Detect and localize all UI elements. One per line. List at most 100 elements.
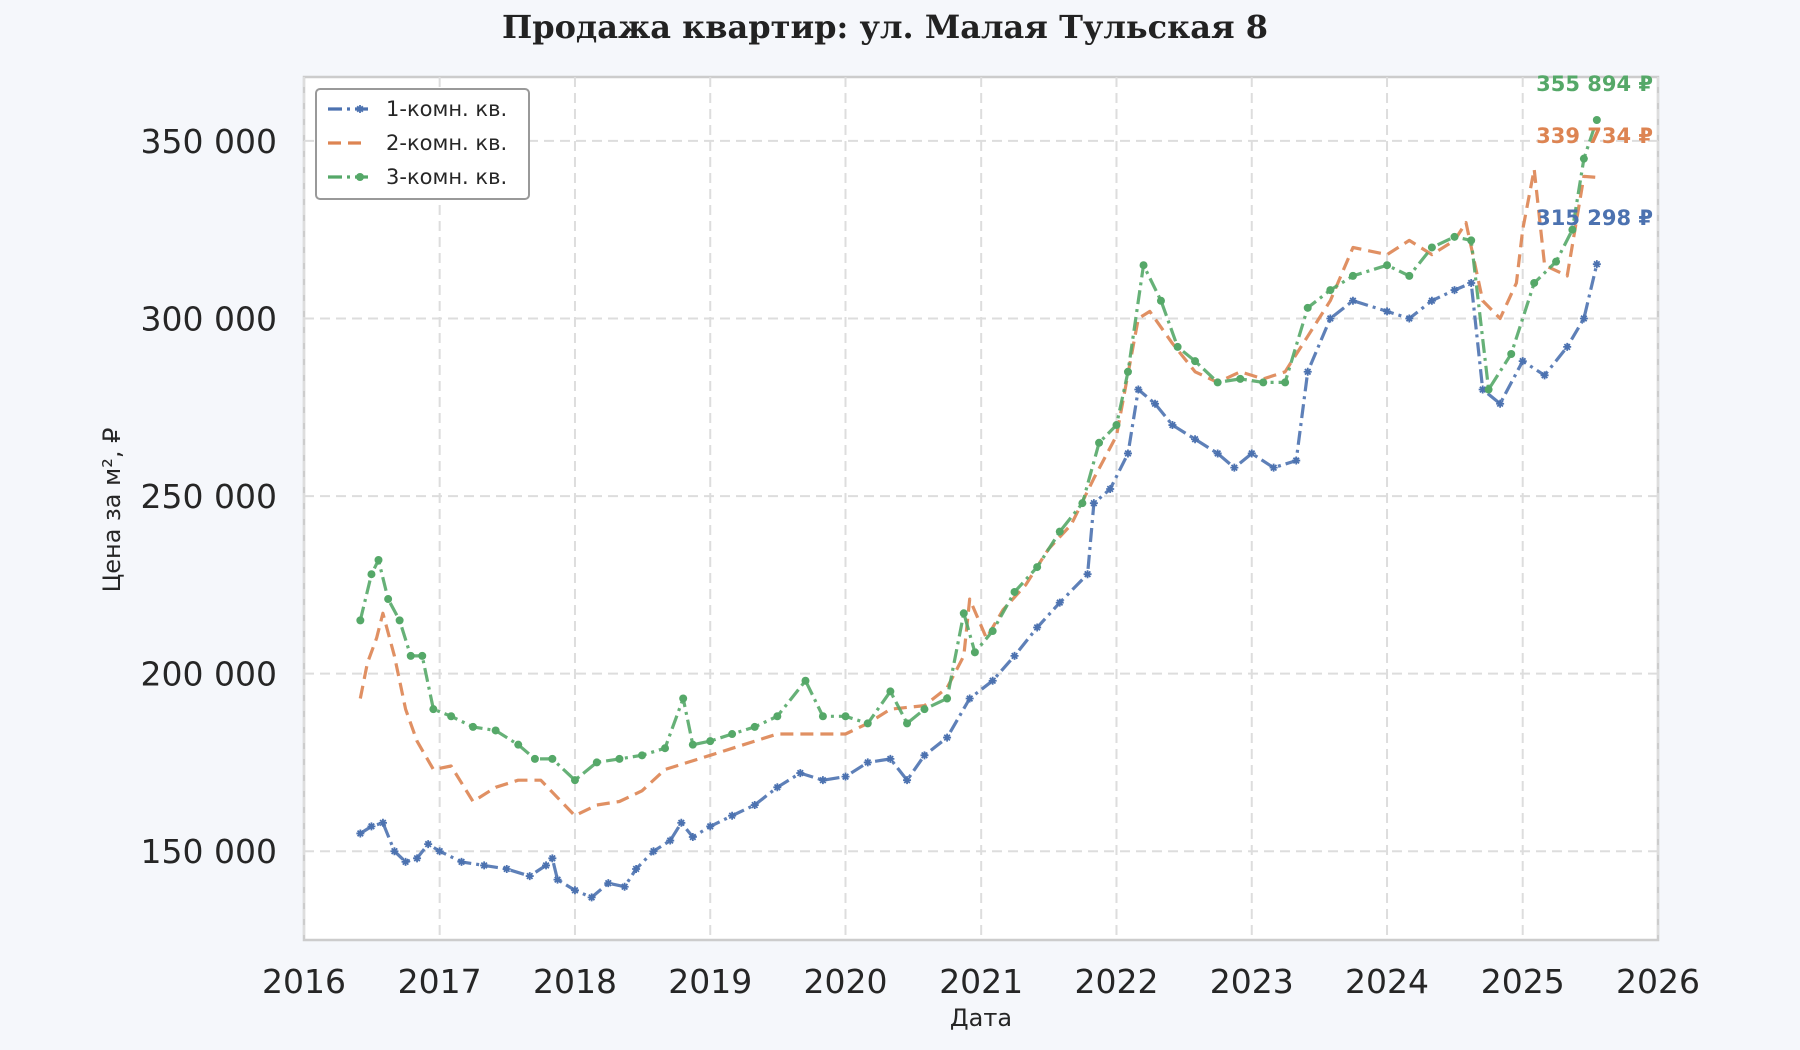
data-point xyxy=(1106,484,1115,493)
data-point xyxy=(1259,378,1268,387)
data-point xyxy=(1236,374,1245,383)
data-point xyxy=(1095,438,1104,447)
data-point xyxy=(677,818,686,827)
data-point xyxy=(570,776,579,785)
data-point xyxy=(920,751,929,760)
data-point xyxy=(1383,307,1392,316)
data-point xyxy=(1579,154,1588,163)
series-line xyxy=(358,167,1597,818)
data-point xyxy=(886,754,895,763)
chart-title: Продажа квартир: ул. Малая Тульская 8 xyxy=(502,8,1268,46)
y-tick-label: 300 000 xyxy=(141,299,277,338)
data-point xyxy=(514,740,523,749)
data-point xyxy=(491,726,500,735)
data-point xyxy=(367,570,376,579)
data-point xyxy=(1484,385,1493,394)
data-point xyxy=(1123,367,1132,376)
y-tick-label: 350 000 xyxy=(141,122,277,161)
data-point xyxy=(480,861,489,870)
series-2 xyxy=(358,167,1597,818)
data-point xyxy=(863,719,872,728)
data-point xyxy=(688,833,697,842)
data-point xyxy=(841,712,850,721)
data-point xyxy=(818,776,827,785)
data-point xyxy=(447,712,456,721)
data-point xyxy=(796,769,805,778)
data-point xyxy=(429,705,438,714)
data-point xyxy=(1326,314,1335,323)
data-point xyxy=(1213,449,1222,458)
data-point xyxy=(886,687,895,696)
data-point xyxy=(970,648,979,657)
data-point xyxy=(1055,598,1064,607)
series-1 xyxy=(356,260,1601,902)
data-point xyxy=(542,861,551,870)
data-point xyxy=(965,694,974,703)
legend: 1-комн. кв. 2-комн. кв. 3-комн. кв. xyxy=(315,88,530,200)
data-point xyxy=(1579,314,1588,323)
data-point xyxy=(750,722,759,731)
data-point xyxy=(1427,296,1436,305)
data-point xyxy=(903,776,912,785)
data-point xyxy=(587,893,596,902)
data-point xyxy=(1592,260,1601,269)
y-tick-label: 200 000 xyxy=(141,655,277,694)
x-tick-label: 2023 xyxy=(1210,962,1294,1001)
end-value-label: 339 734 ₽ xyxy=(1536,124,1653,148)
y-tick-label: 150 000 xyxy=(141,832,277,871)
data-point xyxy=(384,595,393,604)
data-point xyxy=(1281,378,1290,387)
legend-label: 3-комн. кв. xyxy=(386,165,507,189)
data-point xyxy=(661,744,670,753)
data-point xyxy=(395,616,404,625)
data-point xyxy=(570,886,579,895)
data-point xyxy=(1303,303,1312,312)
data-point xyxy=(943,694,952,703)
data-point xyxy=(390,847,399,856)
data-point xyxy=(1592,115,1601,124)
data-point xyxy=(773,712,782,721)
data-point xyxy=(457,857,466,866)
data-point xyxy=(1450,286,1459,295)
y-axis-label: Цена за м², ₽ xyxy=(98,428,126,593)
data-point xyxy=(356,173,364,181)
data-point xyxy=(469,722,478,731)
data-point xyxy=(988,676,997,685)
data-point xyxy=(604,879,613,888)
x-tick-label: 2025 xyxy=(1481,962,1565,1001)
axis-ticks: 2016 2017 2018 2019 2020 2021 2022 2023 2024 2025… xyxy=(141,122,1700,1001)
data-point xyxy=(592,758,601,767)
x-tick-label: 2016 xyxy=(262,962,346,1001)
data-point xyxy=(548,854,557,863)
data-point xyxy=(1552,257,1561,266)
data-point xyxy=(356,616,365,625)
data-point xyxy=(1269,463,1278,472)
data-point xyxy=(649,847,658,856)
data-point xyxy=(638,751,647,760)
plot-area xyxy=(302,75,1660,942)
legend-label: 1-комн. кв. xyxy=(386,97,507,121)
data-point xyxy=(1568,225,1577,234)
data-point xyxy=(1292,456,1301,465)
data-point xyxy=(401,857,410,866)
data-point xyxy=(1134,385,1143,394)
x-tick-label: 2022 xyxy=(1074,962,1158,1001)
data-point xyxy=(435,847,444,856)
data-point xyxy=(1467,236,1476,245)
data-point xyxy=(1427,243,1436,252)
data-point xyxy=(502,864,511,873)
data-point xyxy=(688,740,697,749)
data-point xyxy=(666,836,675,845)
end-value-label: 355 894 ₽ xyxy=(1536,72,1653,96)
x-axis-label: Дата xyxy=(950,1004,1012,1032)
data-point xyxy=(1055,527,1064,536)
end-labels: 315 298 ₽ 339 734 ₽ 355 894 ₽ xyxy=(1536,72,1653,230)
data-point xyxy=(1230,463,1239,472)
data-point xyxy=(1383,261,1392,270)
y-tick-label: 250 000 xyxy=(141,477,277,516)
data-point xyxy=(1530,278,1539,287)
data-point xyxy=(1083,570,1092,579)
legend-box xyxy=(315,88,530,200)
data-point xyxy=(1112,421,1121,430)
